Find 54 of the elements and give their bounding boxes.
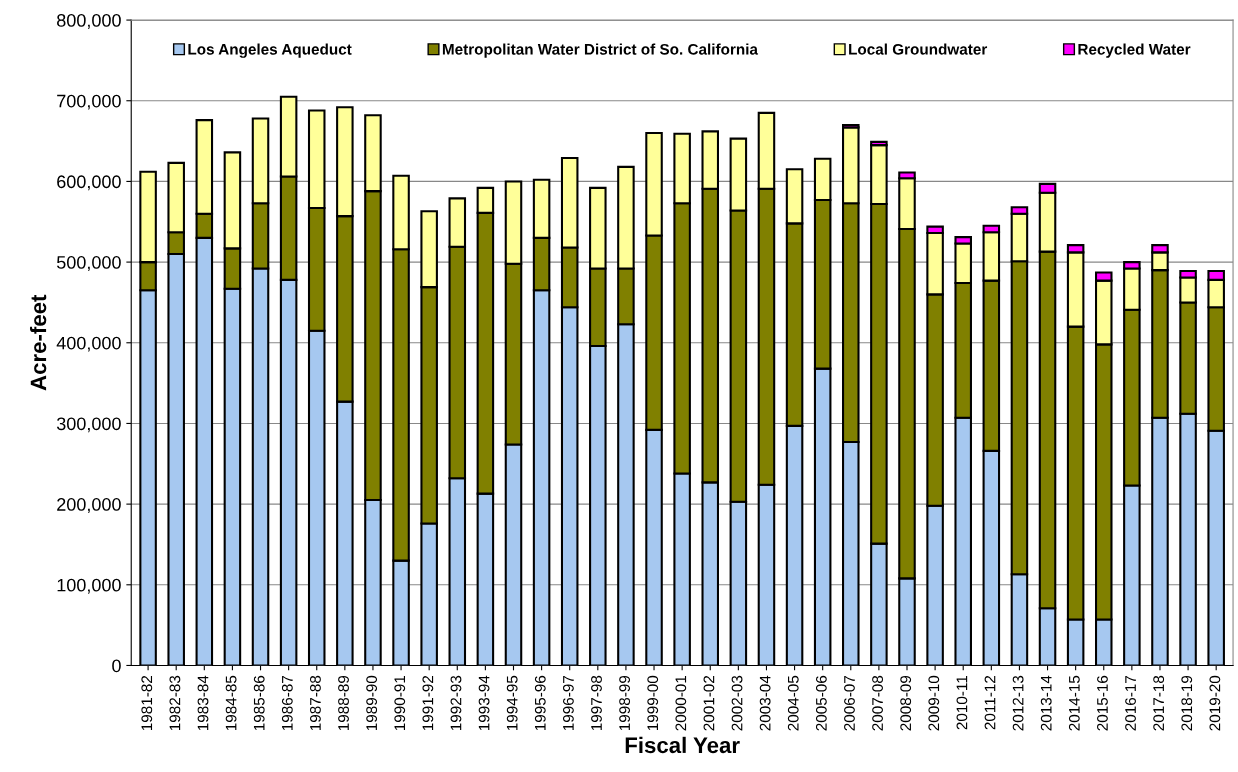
x-tick-label: 2004-05 [787, 675, 799, 731]
x-tick-label: 1987-88 [310, 675, 321, 731]
x-tick-label: 1989-90 [366, 675, 378, 731]
x-tick-label: 1982-83 [169, 675, 181, 731]
x-tick-label: 1990-91 [394, 675, 406, 731]
x-tick-label: 2007-08 [872, 675, 883, 731]
x-tick-label: 2009-10 [928, 675, 940, 731]
x-tick-label: 2011-12 [984, 675, 996, 730]
y-tick-label: 300,000 [56, 417, 121, 433]
x-tick-label: 2018-19 [1181, 675, 1193, 731]
x-tick-label: 2002-03 [731, 675, 743, 731]
y-axis-title: Acre-feet [29, 294, 47, 391]
x-tick-label: 2005-06 [815, 675, 827, 731]
x-tick-label: 1988-89 [338, 675, 349, 731]
y-tick-label: 100,000 [57, 578, 121, 594]
y-tick-label: 400,000 [56, 336, 121, 352]
x-tick-label: 2013-14 [1040, 675, 1052, 731]
x-tick-label: 2012-13 [1012, 675, 1024, 731]
x-tick-label: 1981-82 [141, 675, 153, 731]
x-tick-label: 1983-84 [197, 675, 209, 731]
x-tick-label: 1984-85 [225, 675, 237, 731]
x-tick-label: 2014-15 [1068, 675, 1080, 731]
x-tick-label: 2003-04 [759, 675, 771, 731]
x-tick-label: 1992-93 [450, 675, 462, 731]
x-tick-label: 1996-97 [562, 675, 574, 731]
x-tick-label: 1995-96 [534, 675, 546, 731]
y-tick-label: 500,000 [56, 256, 121, 271]
x-tick-label: 1993-94 [478, 675, 490, 731]
x-tick-label: 2017-18 [1153, 675, 1165, 731]
x-tick-label: 2006-07 [844, 675, 855, 731]
y-tick-label: 0 [112, 659, 121, 673]
y-tick-label: 200,000 [57, 498, 121, 513]
x-tick-label: 1997-98 [591, 675, 602, 731]
x-tick-label: 1986-87 [281, 675, 293, 731]
legend-label: Metropolitan Water District of So. California [442, 43, 759, 58]
x-tick-label: 2001-02 [703, 675, 715, 731]
x-tick-label: 1999-00 [647, 675, 659, 731]
x-tick-label: 2010-11 [956, 675, 968, 730]
x-tick-label: 1985-86 [253, 675, 265, 731]
x-tick-label: 1998-99 [619, 675, 631, 731]
y-tick-label: 600,000 [57, 175, 121, 191]
x-tick-label: 1994-95 [506, 675, 518, 731]
legend-label: Los Angeles Aqueduct [188, 43, 352, 58]
x-tick-label: 2016-17 [1125, 675, 1136, 731]
y-tick-label: 800,000 [57, 14, 121, 29]
x-tick-label: 2000-01 [675, 675, 687, 731]
x-tick-label: 1991-92 [422, 675, 434, 731]
legend-label: Local Groundwater [849, 43, 988, 55]
legend-label: Recycled Water [1078, 43, 1191, 58]
y-tick-label: 700,000 [57, 94, 121, 110]
x-axis-title: Fiscal Year [625, 736, 740, 754]
x-tick-label: 2019-20 [1209, 675, 1221, 731]
x-tick-label: 2015-16 [1097, 675, 1108, 731]
x-tick-label: 2008-09 [900, 675, 912, 731]
